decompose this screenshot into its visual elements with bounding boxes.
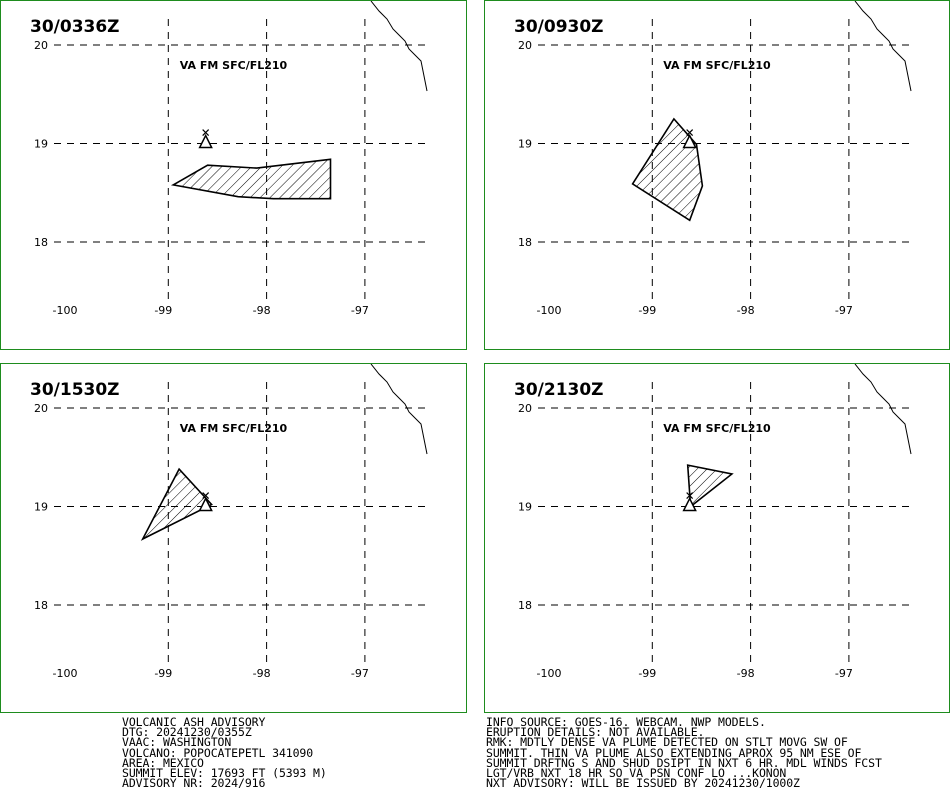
flight-level-label: VA FM SFC/FL210 — [663, 59, 771, 72]
latitude-tick-label: 20 — [518, 402, 532, 415]
volcano-icon — [198, 492, 213, 512]
advisory-line: RMK: MDTLY DENSE VA PLUME DETECTED ON ST… — [486, 735, 848, 750]
longitude-tick-label: -97 — [351, 667, 369, 680]
longitude-tick-label: -97 — [835, 304, 853, 317]
ash-cloud-polygon — [170, 158, 332, 200]
ash-cloud-polygon — [140, 467, 213, 541]
advisory-line: NXT ADVISORY: WILL BE ISSUED BY 20241230… — [486, 776, 800, 791]
advisory-line: DTG: 20241230/0355Z — [122, 725, 252, 740]
advisory-line: VAAC: WASHINGTON — [122, 735, 232, 750]
flight-level-label: VA FM SFC/FL210 — [663, 422, 771, 435]
longitude-tick-label: -100 — [53, 304, 78, 317]
map-canvas: 20 19 18 -100 -99 -98 -97 — [518, 1, 912, 317]
volcano-icon — [682, 492, 697, 512]
coastline — [854, 364, 912, 455]
longitude-tick-label: -98 — [253, 304, 271, 317]
advisory-line: ADVISORY NR: 2024/916 — [122, 776, 266, 791]
longitude-tick-label: -98 — [737, 304, 755, 317]
latitude-tick-label: 19 — [518, 138, 532, 151]
longitude-tick-label: -98 — [737, 667, 755, 680]
advisory-line: LGT/VRB NXT 18 HR SO VA PSN CONF LO ...K… — [486, 766, 787, 781]
ash-cloud-polygon — [686, 464, 734, 509]
latitude-tick-label: 18 — [34, 236, 48, 249]
forecast-time-title: 30/2130Z — [514, 380, 604, 400]
longitude-tick-label: -100 — [537, 667, 562, 680]
latitude-tick-label: 19 — [518, 501, 532, 514]
map-panel: 20 19 18 -100 -99 -98 -97 30/2130Z VA FM SFC/FL2… — [484, 363, 950, 713]
latitude-tick-label: 18 — [518, 599, 532, 612]
latitude-tick-label: 18 — [34, 599, 48, 612]
advisory-line: AREA: MEXICO — [122, 755, 204, 770]
longitude-tick-label: -100 — [537, 304, 562, 317]
coastline — [854, 1, 912, 92]
map-panel: 20 19 18 -100 -99 -98 -97 30/0336Z VA FM SFC/FL2… — [0, 0, 467, 350]
longitude-tick-label: -98 — [253, 667, 271, 680]
volcano-icon — [198, 129, 213, 149]
latitude-tick-label: 20 — [518, 39, 532, 52]
forecast-time-title: 30/0336Z — [30, 17, 120, 37]
longitude-tick-label: -97 — [351, 304, 369, 317]
advisory-text-right: INFO SOURCE: GOES-16. WEBCAM. NWP MODELS… — [486, 715, 882, 791]
advisory-text-left: VOLCANIC ASH ADVISORY DTG: 20241230/0355… — [122, 715, 327, 791]
advisory-line: SUMMIT. THIN VA PLUME ALSO EXTENDING APR… — [486, 745, 862, 760]
forecast-time-title: 30/1530Z — [30, 380, 120, 400]
latitude-tick-label: 19 — [34, 138, 48, 151]
flight-level-label: VA FM SFC/FL210 — [179, 422, 288, 435]
advisory-line: INFO SOURCE: GOES-16. WEBCAM. NWP MODELS… — [486, 715, 766, 729]
map-canvas: 20 19 18 -100 -99 -98 -97 — [34, 364, 428, 680]
longitude-tick-label: -99 — [638, 304, 656, 317]
coastline — [370, 364, 428, 455]
latitude-tick-label: 20 — [34, 39, 48, 52]
longitude-tick-label: -99 — [154, 304, 172, 317]
longitude-tick-label: -97 — [835, 667, 853, 680]
longitude-tick-label: -99 — [154, 667, 172, 680]
map-panel: 20 19 18 -100 -99 -98 -97 30/0930Z VA FM SFC/FL2… — [484, 0, 950, 350]
map-canvas: 20 19 18 -100 -99 -98 -97 — [518, 364, 912, 680]
map-panel: 20 19 18 -100 -99 -98 -97 30/1530Z VA FM SFC/FL2… — [0, 363, 467, 713]
coastline — [370, 1, 428, 92]
advisory-line: SUMMIT DRFTNG S AND SHUD DSIPT IN NXT 6 … — [486, 755, 882, 770]
advisory-line: VOLCANO: POPOCATEPETL 341090 — [122, 745, 314, 760]
advisory-line: VOLCANIC ASH ADVISORY — [122, 715, 266, 729]
volcano-icon — [682, 129, 697, 149]
advisory-line: SUMMIT ELEV: 17693 FT (5393 M) — [122, 766, 327, 781]
map-canvas: 20 19 18 -100 -99 -98 -97 — [34, 1, 428, 317]
longitude-tick-label: -99 — [638, 667, 656, 680]
latitude-tick-label: 20 — [34, 402, 48, 415]
advisory-line: ERUPTION DETAILS: NOT AVAILABLE. — [486, 725, 705, 740]
latitude-tick-label: 19 — [34, 501, 48, 514]
flight-level-label: VA FM SFC/FL210 — [179, 59, 288, 72]
forecast-time-title: 30/0930Z — [514, 17, 604, 37]
longitude-tick-label: -100 — [53, 667, 78, 680]
latitude-tick-label: 18 — [518, 236, 532, 249]
